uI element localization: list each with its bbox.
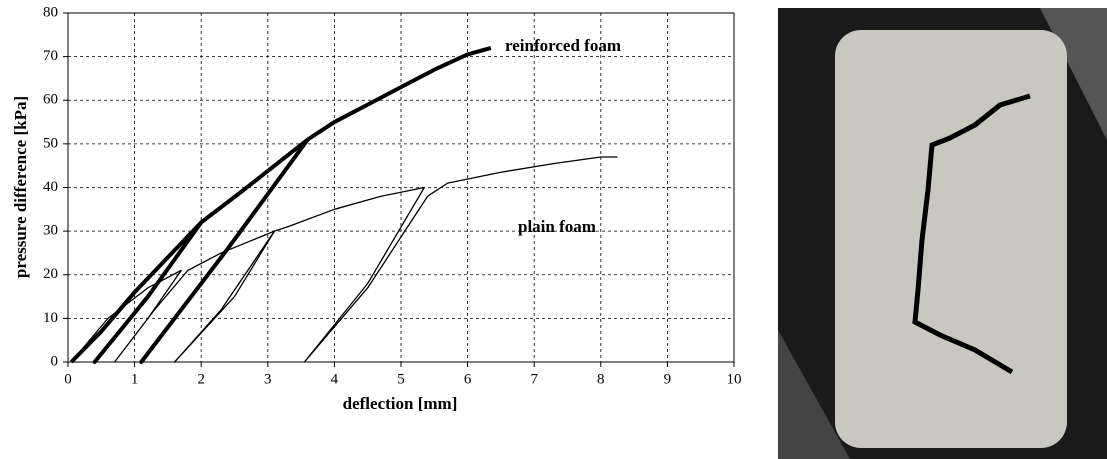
x-tick-label: 9 (664, 371, 672, 387)
y-tick-label: 10 (43, 310, 58, 326)
y-tick-label: 40 (43, 179, 58, 195)
series-label: plain foam (518, 217, 596, 236)
x-tick-label: 6 (464, 371, 472, 387)
y-axis-title: pressure difference [kPa] (11, 96, 30, 278)
x-tick-label: 5 (397, 371, 405, 387)
x-tick-label: 3 (264, 371, 272, 387)
photo (778, 8, 1107, 459)
x-tick-label: 1 (131, 371, 139, 387)
crack (912, 93, 1031, 375)
x-tick-label: 10 (727, 371, 742, 387)
y-tick-label: 0 (51, 353, 59, 369)
x-axis-title: deflection [mm] (343, 394, 458, 413)
y-tick-label: 80 (43, 4, 58, 20)
data-line (69, 45, 492, 364)
y-tick-label: 50 (43, 135, 58, 151)
photo-corner (778, 330, 850, 459)
x-tick-label: 7 (530, 371, 538, 387)
y-tick-label: 60 (43, 92, 58, 108)
x-tick-label: 4 (331, 371, 339, 387)
x-tick-label: 0 (64, 371, 72, 387)
y-tick-label: 30 (43, 223, 58, 239)
plot-frame (67, 12, 735, 363)
foam-panel (835, 30, 1067, 448)
x-tick-label: 8 (597, 371, 605, 387)
y-tick-label: 70 (43, 48, 58, 64)
series-label: reinforced foam (505, 36, 621, 55)
y-tick-label: 20 (43, 266, 58, 282)
data-line (70, 156, 618, 363)
x-tick-label: 2 (197, 371, 205, 387)
